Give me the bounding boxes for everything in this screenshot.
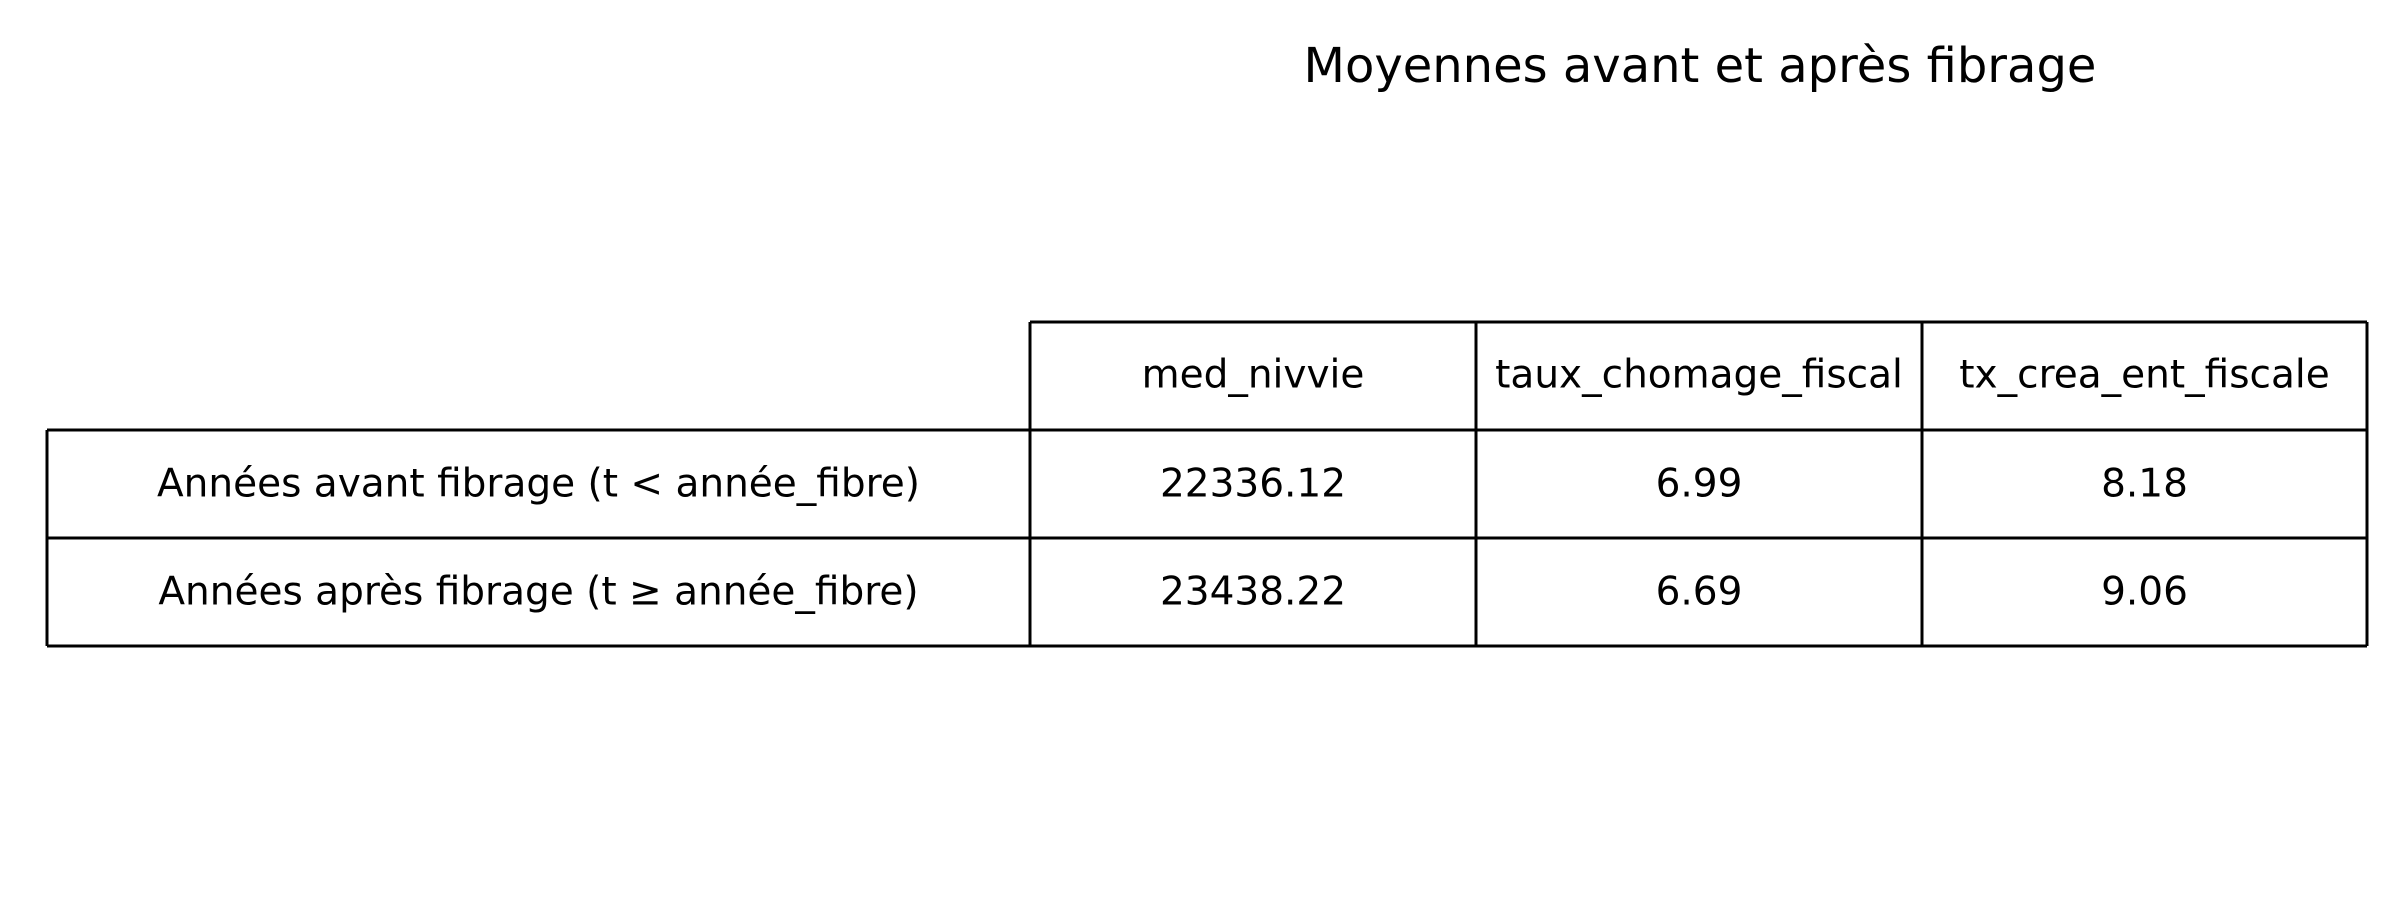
row-label: Années après fibrage (t ≥ année_fibre) [158,570,918,615]
table-cell-value: 8.18 [2101,462,2188,507]
table-cell-value: 9.06 [2101,570,2188,615]
column-header: tx_crea_ent_fiscale [1959,353,2329,398]
column-header: med_nivvie [1142,353,1365,398]
table-cells: med_nivvie taux_chomage_fiscal tx_crea_ent… [157,353,2330,615]
table-cell-value: 23438.22 [1160,570,1346,615]
table-cell-value: 6.99 [1656,462,1743,507]
table-cell-value: 6.69 [1656,570,1743,615]
table-grid [45,320,2369,648]
row-label: Années avant fibrage (t < année_fibre) [157,462,920,507]
chart-title: Moyennes avant et après fibrage [1303,38,2097,94]
column-header: taux_chomage_fiscal [1495,353,1903,398]
table-cell-value: 22336.12 [1160,462,1346,507]
